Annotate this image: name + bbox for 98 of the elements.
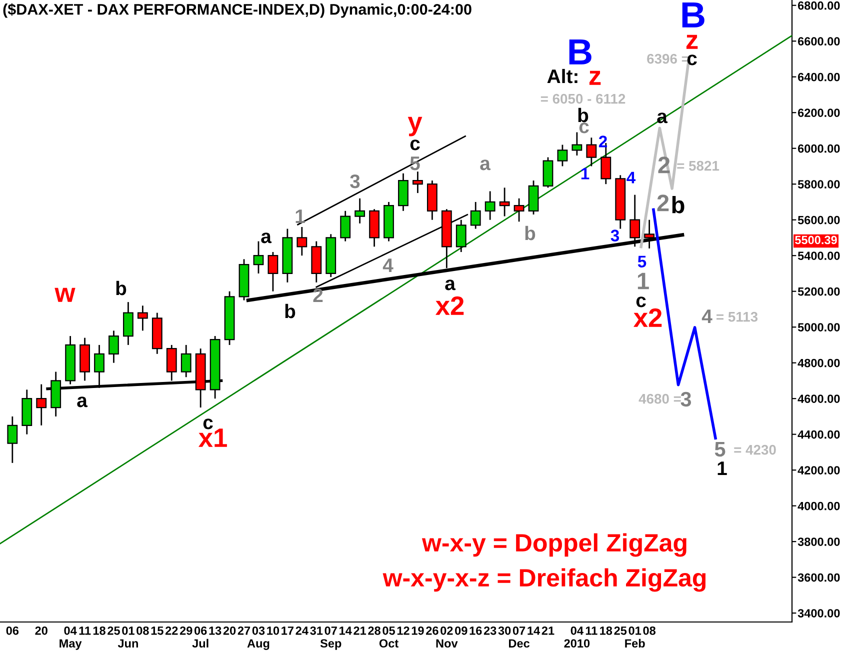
x-tick-label: 24 — [296, 626, 308, 635]
annotation: 1 — [638, 272, 649, 290]
y-tick-label: 6000.00 — [798, 144, 840, 153]
y-tick-label: 5600.00 — [798, 216, 840, 224]
x-tick-label: 20 — [35, 626, 48, 635]
y-tick-label: 3400.00 — [798, 609, 840, 618]
annotation: c — [579, 122, 589, 134]
y-tick-label: 4800.00 — [798, 358, 840, 368]
y-tick-label: 4200.00 — [798, 466, 840, 474]
annotation: a — [480, 160, 491, 170]
annotation: b — [672, 196, 684, 214]
x-tick-label: 08 — [136, 626, 149, 635]
x-tick-label: 25 — [614, 626, 627, 635]
x-tick-label: 15 — [151, 626, 164, 635]
x-tick-label: 11 — [586, 626, 598, 635]
x-tick-label: 22 — [165, 626, 178, 635]
y-tick-label: 4000.00 — [798, 502, 840, 510]
x-tick-label: 26 — [426, 626, 438, 635]
x-tick-label: 18 — [600, 626, 612, 635]
text: 5500.39 — [795, 236, 837, 244]
annotation: b — [116, 280, 126, 296]
y-tick-label: 6800.00 — [798, 1, 840, 10]
x-tick-label: 18 — [93, 626, 106, 635]
x-tick-label: 14 — [528, 626, 540, 635]
annotation: 1 — [581, 168, 590, 180]
x-tick-label: 16 — [470, 626, 482, 635]
y-tick-label: 5000.00 — [798, 323, 840, 332]
annotation: Alt: — [547, 68, 578, 84]
annotation: b — [285, 304, 296, 318]
y-tick-label: 6200.00 — [798, 108, 840, 117]
x-tick-label: 30 — [498, 626, 511, 635]
annotation: 4680 = — [638, 394, 681, 404]
x-tick-label: 25 — [108, 626, 120, 635]
x-tick-label: 06 — [6, 626, 19, 635]
x-tick-label: 19 — [412, 626, 424, 635]
annotation: = 5821 — [677, 160, 720, 171]
annotation: 4 — [382, 258, 394, 272]
annotation: w-x-y = Doppel ZigZag — [422, 533, 686, 557]
x-tick-label: 21 — [354, 626, 366, 635]
x-tick-label: 20 — [223, 626, 236, 635]
x-tick-label: 08 — [643, 626, 656, 635]
annotation: 2 — [658, 156, 670, 174]
annotation: 4 — [626, 172, 636, 184]
x-tick-label: 28 — [368, 626, 380, 635]
x-tick-label: 21 — [542, 626, 554, 635]
y-tick-label: 5400.00 — [798, 252, 840, 260]
y-tick-label: 6600.00 — [798, 37, 840, 46]
x-tick-label: 11 — [79, 626, 91, 635]
annotation: = 5113 — [716, 312, 758, 322]
annotation: B — [569, 39, 592, 64]
y-tick-label: 3800.00 — [798, 538, 840, 546]
x-tick-label: 23 — [484, 626, 496, 635]
annotation: y — [408, 116, 422, 136]
annotation: b — [525, 226, 536, 240]
y-tick-label: 4400.00 — [798, 430, 840, 439]
annotation: a — [77, 396, 88, 408]
annotation: 3 — [350, 174, 360, 188]
annotation: 1 — [296, 210, 305, 224]
annotation: B — [682, 2, 704, 28]
annotation: w-x-y-x-z = Dreifach ZigZag — [382, 568, 706, 592]
y-tick-label: 6400.00 — [798, 72, 840, 82]
annotation: a — [445, 280, 456, 290]
annotation: x1 — [198, 428, 227, 447]
y-tick-label: 5800.00 — [798, 180, 840, 188]
annotation: c — [687, 54, 697, 66]
annotation: z — [589, 70, 601, 85]
x-tick-label: 06 Jul — [192, 626, 208, 648]
x-tick-label: 10 — [267, 626, 280, 635]
annotation: b — [578, 108, 588, 122]
annotation: 5 — [714, 442, 726, 457]
annotation: 2 — [313, 288, 323, 302]
x-tick-label: 13 — [209, 626, 222, 635]
annotation: w — [54, 288, 76, 302]
chart-title: ($DAX-XET - DAX PERFORMANCE-INDEX,D) Dynamic,0:00-24:00 — [3, 3, 472, 18]
annotation: c — [636, 296, 646, 308]
annotation: x2 — [436, 296, 464, 315]
annotation: x2 — [634, 308, 662, 327]
x-tick-label: 12 — [397, 626, 410, 635]
x-tick-label: 29 — [180, 626, 192, 635]
annotation: = 6050 - 6112 — [540, 94, 626, 104]
annotation: = 4230 — [734, 444, 776, 455]
y-tick-label: 4600.00 — [798, 394, 840, 403]
x-tick-label: 05 Oct — [379, 626, 398, 648]
annotation: 3 — [610, 230, 620, 242]
y-tick-label: 3600.00 — [798, 573, 840, 582]
annotation: 4 — [702, 310, 712, 324]
annotation: c — [203, 418, 213, 430]
annotation: 2 — [598, 136, 607, 148]
annotation: 3 — [680, 392, 692, 407]
x-tick-label: 14 — [340, 626, 352, 635]
y-tick-label: 5200.00 — [798, 287, 840, 296]
annotation: a — [261, 232, 272, 244]
annotation: 1 — [718, 462, 727, 476]
x-tick-label: 17 — [282, 626, 294, 635]
annotation: z — [686, 34, 698, 49]
annotation: 5 — [638, 256, 646, 268]
annotation: 2 — [657, 194, 669, 212]
annotation: c — [410, 140, 420, 150]
